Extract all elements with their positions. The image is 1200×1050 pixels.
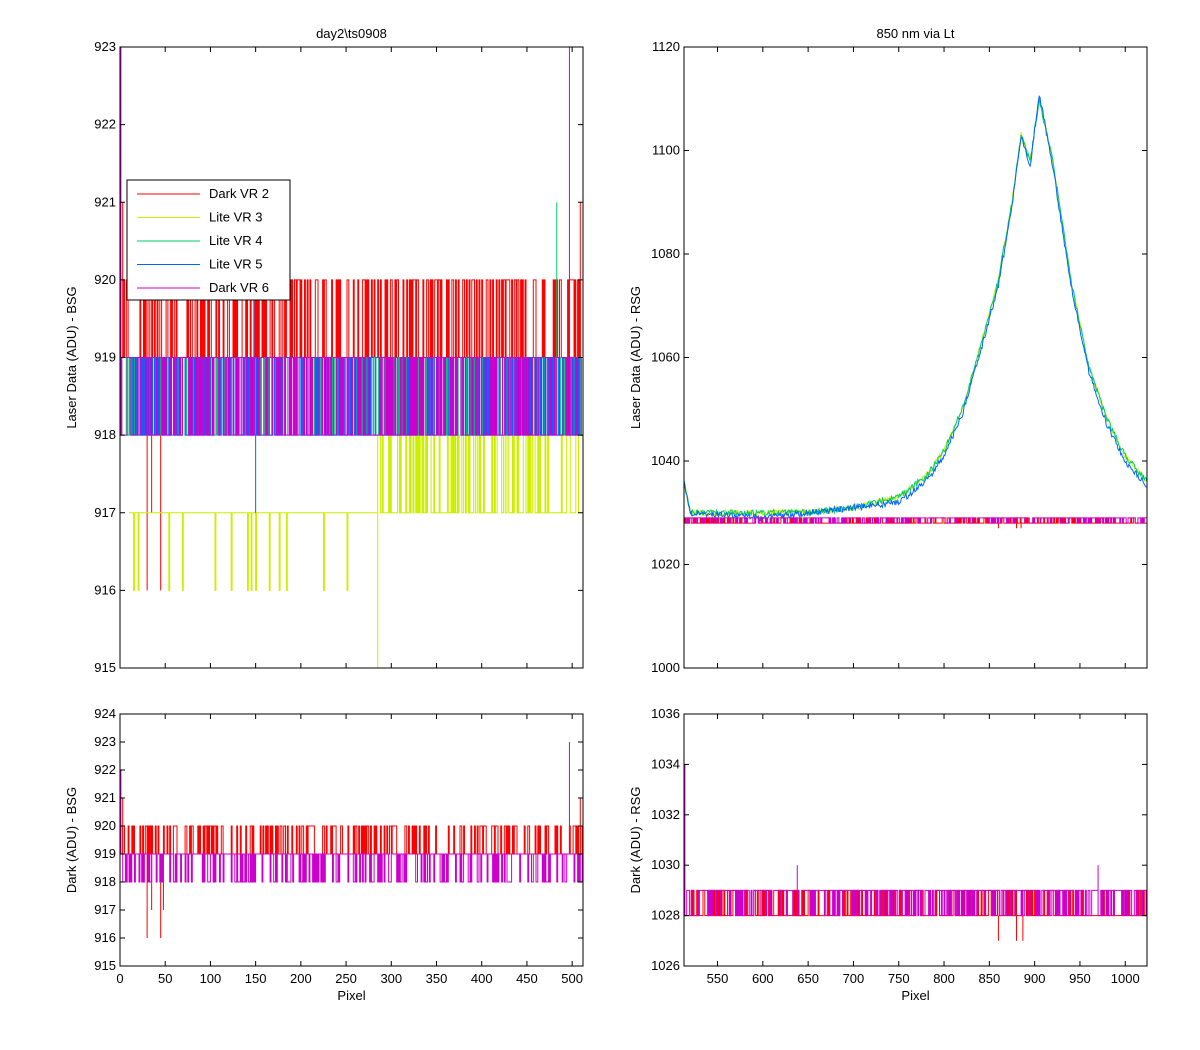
- x-tick-label: 400: [471, 971, 493, 986]
- chart-title: 850 nm via Lt: [876, 26, 954, 41]
- y-tick-label: 1036: [651, 706, 680, 721]
- axes-frame: [683, 713, 1148, 967]
- plot-area: [684, 95, 1147, 529]
- x-tick-label: 250: [335, 971, 357, 986]
- y-tick-label: 1030: [651, 857, 680, 872]
- x-tick-label: 950: [1069, 971, 1091, 986]
- series-line-lite-vr-3: [129, 434, 582, 591]
- y-axis-label: Laser Data (ADU) - BSG: [64, 286, 79, 428]
- y-tick-label: 917: [94, 902, 116, 917]
- y-tick-label: 1080: [651, 246, 680, 261]
- x-tick-label: 450: [516, 971, 538, 986]
- x-tick-label: 600: [752, 971, 774, 986]
- x-tick-label: 500: [561, 971, 583, 986]
- y-tick-label: 921: [94, 790, 116, 805]
- series-line-lite-vr-3: [684, 97, 1147, 518]
- y-tick-label: 922: [94, 117, 116, 132]
- axes-frame: [683, 46, 1148, 669]
- y-tick-label: 1100: [652, 143, 680, 158]
- series-line-dark-vr-6: [684, 517, 1147, 524]
- panel-rsg_dark: 1026 1028 1030 1032 1034 1036 550 600 650 700 750 8…: [628, 706, 1148, 1003]
- y-tick-label: 1032: [651, 807, 680, 822]
- y-tick-label: 1034: [651, 756, 680, 771]
- y-tick-label: 1040: [651, 453, 680, 468]
- y-tick-label: 921: [94, 194, 116, 209]
- y-axis-label: Dark (ADU) - RSG: [628, 787, 643, 894]
- plot-area: [120, 47, 583, 668]
- x-tick-label: 750: [888, 971, 910, 986]
- x-tick-label: 800: [933, 971, 955, 986]
- y-tick-label: 1020: [651, 557, 680, 572]
- x-tick-label: 200: [290, 971, 312, 986]
- y-tick-label: 918: [94, 874, 116, 889]
- legend-label: Lite VR 5: [209, 257, 262, 272]
- y-tick-label: 1026: [651, 958, 680, 973]
- legend-label: Lite VR 4: [209, 233, 262, 248]
- y-tick-label: 916: [94, 582, 116, 597]
- y-tick-label: 915: [94, 660, 116, 675]
- panel-bsg_laser: 915 916 917 918 919 920 921 922 923 day2\ts0908 La…: [64, 26, 584, 675]
- legend-label: Dark VR 2: [209, 186, 269, 201]
- y-tick-label: 1060: [651, 350, 680, 365]
- y-tick-label: 918: [94, 427, 116, 442]
- y-tick-label: 923: [94, 39, 116, 54]
- y-axis-label: Laser Data (ADU) - RSG: [628, 286, 643, 429]
- series-line-dark-vr-6: [684, 889, 1147, 917]
- panel-bsg_dark: 915 916 917 918 919 920 921 922 923 924 0 50 100 150 2…: [64, 706, 584, 1003]
- y-tick-label: 915: [94, 958, 116, 973]
- legend-box: [126, 179, 291, 301]
- x-tick-label: 350: [426, 971, 448, 986]
- y-tick-label: 923: [94, 734, 116, 749]
- y-tick-label: 924: [94, 706, 116, 721]
- legend-label: Dark VR 6: [209, 280, 269, 295]
- x-tick-label: 900: [1024, 971, 1046, 986]
- x-tick-label: 700: [843, 971, 865, 986]
- series-line-dark-vr-6: [120, 853, 583, 883]
- series-line-dark-vr-6: [120, 357, 583, 436]
- y-tick-label: 922: [94, 762, 116, 777]
- legend: Dark VR 2 Lite VR 3 Lite VR 4 Lite VR 5 Dark…: [126, 179, 291, 301]
- x-tick-label: 1000: [1111, 971, 1140, 986]
- x-tick-label: 0: [116, 971, 123, 986]
- x-tick-label: 50: [158, 971, 172, 986]
- plot-area: [120, 742, 583, 938]
- y-tick-label: 1028: [651, 908, 680, 923]
- x-axis-label: Pixel: [337, 988, 365, 1003]
- legend-label: Lite VR 3: [209, 210, 262, 225]
- series-line-lite-vr-4: [684, 96, 1147, 518]
- y-tick-label: 919: [94, 846, 116, 861]
- y-tick-label: 917: [94, 505, 116, 520]
- series-line-dark-vr-2: [120, 825, 583, 855]
- x-tick-label: 850: [978, 971, 1000, 986]
- x-tick-label: 100: [200, 971, 222, 986]
- chart-title: day2\ts0908: [316, 26, 387, 41]
- y-axis-label: Dark (ADU) - BSG: [64, 787, 79, 893]
- series-line-dark-vr-2: [120, 279, 583, 358]
- y-tick-label: 919: [94, 350, 116, 365]
- y-tick-label: 1120: [652, 39, 680, 54]
- panel-rsg_laser: 1000 1020 1040 1060 1080 1100 1120 850 nm via L…: [628, 26, 1148, 675]
- y-tick-label: 920: [94, 818, 116, 833]
- y-tick-label: 920: [94, 272, 116, 287]
- x-tick-label: 300: [380, 971, 402, 986]
- x-tick-label: 550: [707, 971, 729, 986]
- y-tick-label: 916: [94, 930, 116, 945]
- x-tick-label: 150: [245, 971, 267, 986]
- series-line-lite-vr-5: [684, 95, 1147, 522]
- y-tick-label: 1000: [651, 660, 680, 675]
- plot-area: [684, 739, 1147, 941]
- x-tick-label: 650: [797, 971, 819, 986]
- axes-frame: [119, 713, 584, 967]
- x-axis-label: Pixel: [901, 988, 929, 1003]
